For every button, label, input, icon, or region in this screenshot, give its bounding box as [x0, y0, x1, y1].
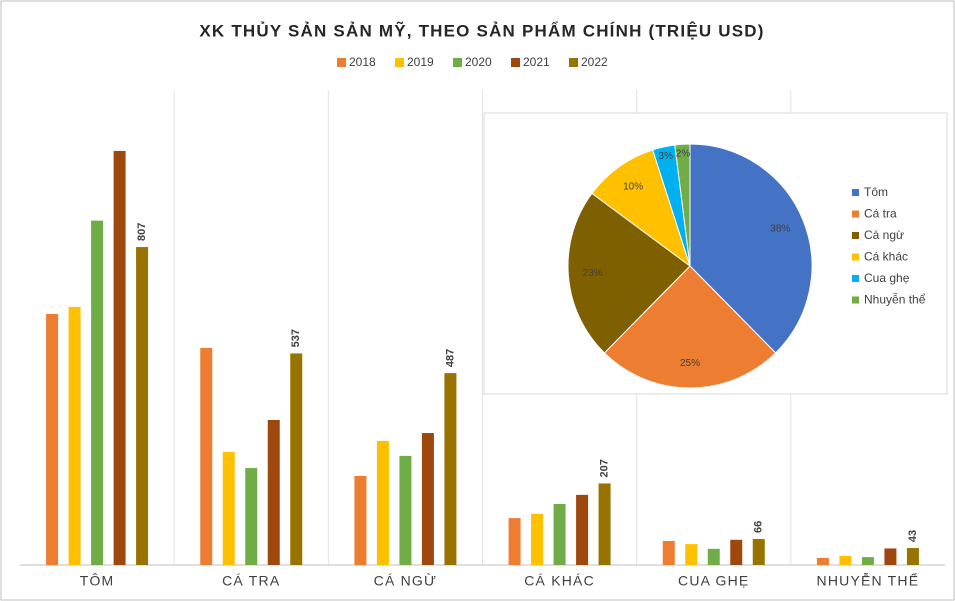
pie-label: 10% [623, 181, 643, 192]
bar [553, 503, 566, 565]
legend-swatch [337, 58, 346, 67]
bar [444, 373, 457, 565]
bar [730, 539, 743, 565]
bar [508, 518, 521, 565]
legend-swatch [511, 58, 520, 67]
bar [662, 540, 675, 565]
bar [399, 455, 412, 565]
bar [839, 555, 852, 565]
x-tick-label: CÁ NGỪ [374, 573, 438, 589]
pie-label: 3% [659, 151, 674, 162]
bar [531, 513, 544, 565]
bar [200, 347, 213, 565]
bar [598, 483, 611, 565]
bar [861, 557, 874, 565]
bar [245, 468, 258, 565]
legend-swatch [395, 58, 404, 67]
legend-swatch [852, 296, 859, 304]
legend-label: 2021 [523, 55, 550, 69]
data-label: 207 [598, 459, 610, 477]
legend-swatch [852, 232, 859, 239]
legend-swatch [852, 210, 859, 218]
legend-swatch [852, 189, 859, 196]
legend-swatch [852, 275, 859, 282]
x-tick-label: TÔM [80, 573, 115, 589]
pie-label: 23% [583, 268, 603, 279]
legend-label: Cua ghẹ [864, 271, 910, 285]
bar [290, 353, 303, 565]
legend-swatch [453, 58, 462, 67]
x-tick-label: CUA GHẸ [678, 573, 749, 589]
bar [354, 475, 367, 565]
legend-label: Cá ngừ [864, 228, 904, 242]
bar [267, 420, 280, 565]
x-tick-label: CÁ TRA [222, 573, 280, 589]
data-label: 807 [136, 223, 148, 241]
data-label: 43 [907, 530, 919, 542]
data-label: 487 [444, 349, 456, 367]
pie-label: 2% [676, 149, 691, 160]
pie-slice [603, 265, 777, 389]
pie-slice [674, 143, 691, 267]
bar [113, 150, 126, 565]
legend-label: Cá tra [864, 207, 897, 221]
legend-swatch [852, 253, 859, 261]
pie-slice [591, 149, 691, 268]
legend-swatch [569, 58, 578, 67]
legend-label: Tôm [864, 185, 888, 199]
bar [576, 494, 589, 565]
bar [46, 314, 59, 565]
legend-label: 2020 [465, 55, 492, 69]
bar [421, 433, 434, 565]
pie-label: 38% [770, 224, 790, 235]
data-label: 66 [753, 521, 765, 533]
bar [906, 548, 919, 565]
legend-label: Cá khác [864, 250, 908, 264]
bar [884, 548, 897, 565]
bar [222, 451, 235, 565]
bar [376, 440, 389, 565]
legend-label: Nhuyễn thể [864, 292, 926, 307]
bar [136, 247, 149, 566]
bar [816, 557, 829, 565]
bar [707, 548, 720, 565]
legend-label: 2022 [581, 55, 608, 69]
x-tick-label: NHUYỄN THỂ [817, 572, 920, 589]
legend-label: 2019 [407, 55, 434, 69]
x-tick-label: CÁ KHÁC [524, 573, 595, 589]
pie-slice [567, 192, 691, 354]
bar [68, 306, 81, 565]
bar [752, 538, 765, 565]
bar [91, 220, 104, 566]
pie-label: 25% [680, 358, 700, 369]
bar [685, 544, 698, 565]
legend-label: 2018 [349, 55, 376, 69]
chart-title: XK THỦY SẢN SẢN MỸ, THEO SẢN PHẨM CHÍNH … [199, 20, 764, 40]
pie-slice [689, 143, 813, 354]
data-label: 537 [290, 329, 302, 347]
